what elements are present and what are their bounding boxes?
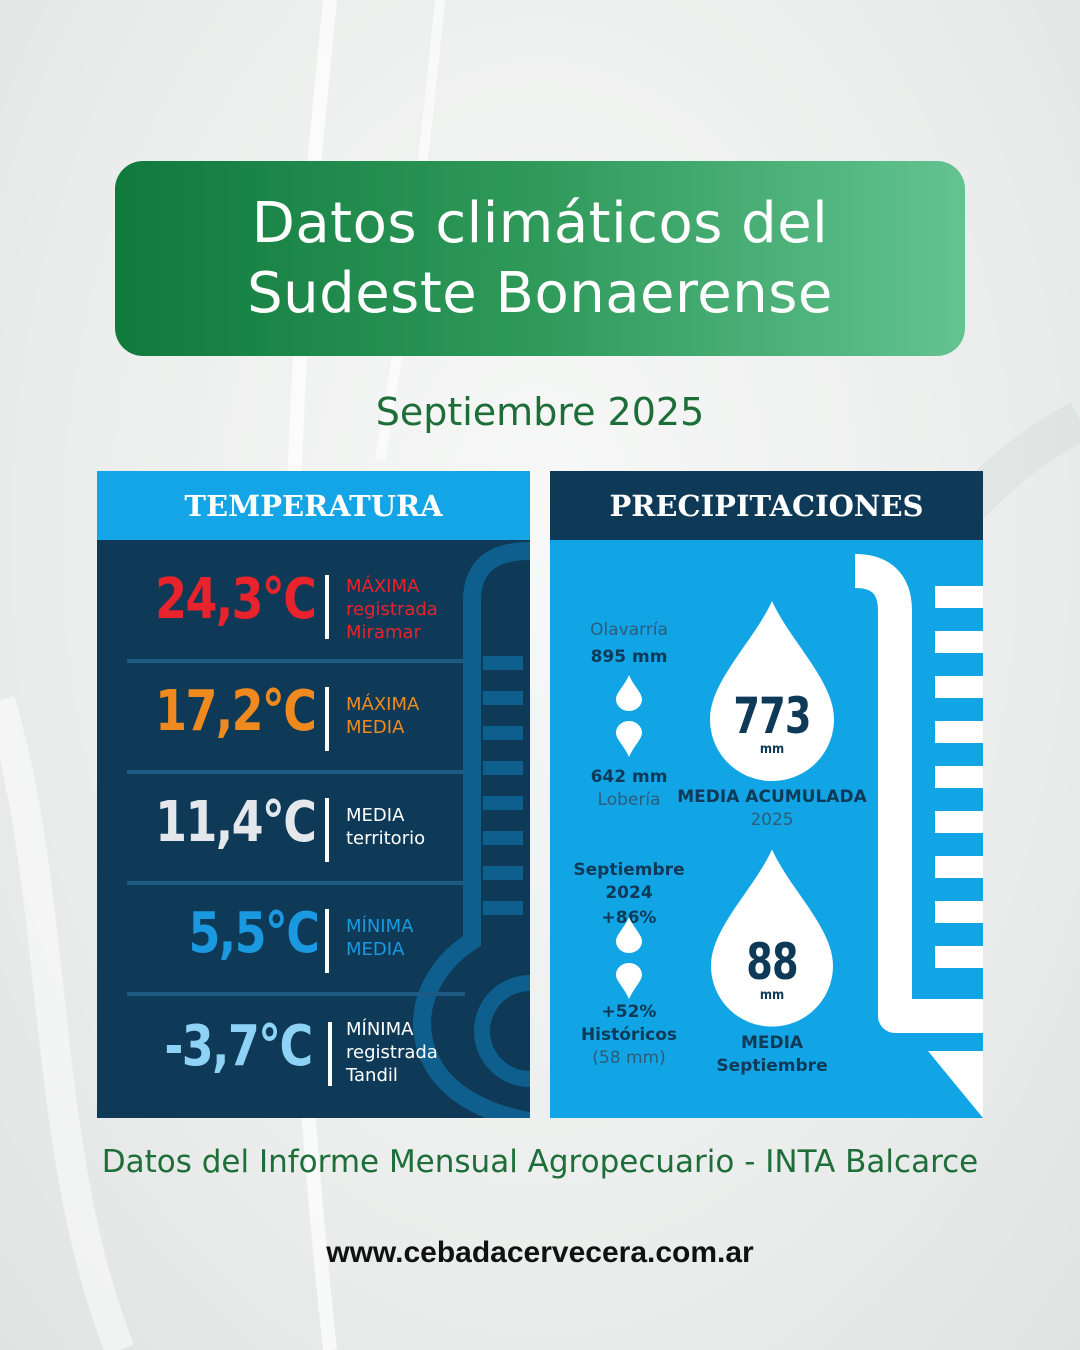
- droplet-inverted-icon: [616, 963, 642, 999]
- temp-row-max-registered: 24,3°C MÁXIMA registrada Miramar: [97, 545, 530, 655]
- temp-label: MÁXIMA registrada Miramar: [346, 575, 438, 644]
- top-station-name: Olavarría: [590, 620, 668, 640]
- bottom-station-name: Lobería: [597, 790, 661, 810]
- temp-label-line: MÁXIMA: [346, 694, 420, 715]
- september-value: 88 mm: [711, 935, 833, 1003]
- september-label-1: MEDIA: [740, 1033, 804, 1053]
- temp-label: MÍNIMA registrada Tandil: [346, 1018, 438, 1087]
- temp-label-line: Miramar: [346, 622, 421, 643]
- droplet-icon: [616, 675, 642, 711]
- precipitation-panel: PRECIPITACIONES Olavarría 895 mm 642 mm …: [550, 471, 983, 1118]
- temp-label-line: MEDIA: [346, 939, 405, 960]
- top-station-value: 895 mm: [590, 647, 668, 667]
- historic-label: Históricos: [580, 1025, 678, 1045]
- divider: [325, 909, 329, 973]
- temp-label-line: MÍNIMA: [346, 916, 414, 937]
- temp-label: MÁXIMA MEDIA: [346, 693, 419, 739]
- precipitation-header: PRECIPITACIONES: [550, 471, 983, 540]
- temperature-header: TEMPERATURA: [97, 471, 530, 540]
- temp-value: 5,5°C: [188, 901, 319, 966]
- title-line-1: Datos climáticos del: [251, 190, 829, 256]
- temp-label-line: MEDIA: [346, 717, 405, 738]
- historic-compare: +52% Históricos (58 mm): [550, 1001, 708, 1070]
- temp-value: 11,4°C: [154, 790, 317, 855]
- temp-label-line: registrada: [346, 1042, 438, 1063]
- top-station: Olavarría 895 mm: [550, 619, 708, 669]
- droplet-icon: [616, 917, 642, 953]
- accumulated-number: 773: [733, 687, 811, 745]
- accumulated-label: MEDIA ACUMULADA 2025: [672, 786, 872, 832]
- divider: [325, 798, 329, 862]
- historic-value: +52%: [601, 1002, 657, 1022]
- september-unit: mm: [759, 988, 785, 1003]
- title-line-2: Sudeste Bonaerense: [247, 260, 833, 326]
- accumulated-year: 2025: [750, 810, 794, 830]
- thermometer-icon: [413, 542, 530, 1118]
- source-note: Datos del Informe Mensual Agropecuario -…: [101, 1144, 979, 1180]
- accumulated-value: 773 mm: [710, 689, 834, 757]
- divider: [328, 1022, 332, 1086]
- bottom-station-value: 642 mm: [590, 767, 668, 787]
- compare-label: Septiembre 2024: [573, 860, 685, 903]
- temp-row-min-registered: -3,7°C MÍNIMA registrada Tandil: [97, 992, 530, 1102]
- temp-label: MEDIA territorio: [346, 804, 425, 850]
- temp-label-line: Tandil: [346, 1065, 398, 1086]
- large-droplet-icon: [711, 849, 833, 1027]
- temp-label-line: registrada: [346, 599, 438, 620]
- temp-row-min-mean: 5,5°C MÍNIMA MEDIA: [97, 879, 530, 989]
- accumulated-unit: mm: [759, 742, 785, 757]
- temp-label-line: territorio: [346, 828, 426, 849]
- temp-label: MÍNIMA MEDIA: [346, 915, 413, 961]
- temp-value: 17,2°C: [154, 679, 317, 744]
- rain-gauge-icon: [854, 554, 983, 1118]
- temp-label-line: MÁXIMA: [346, 576, 420, 597]
- temp-row-mean: 11,4°C MEDIA territorio: [97, 768, 530, 878]
- website-link[interactable]: www.cebadacervecera.com.ar: [326, 1236, 754, 1269]
- temp-label-line: MEDIA: [346, 805, 405, 826]
- accumulated-label-text: MEDIA ACUMULADA: [677, 787, 867, 807]
- historic-note: (58 mm): [592, 1048, 666, 1068]
- september-label: MEDIA Septiembre: [672, 1032, 872, 1078]
- temperature-panel: TEMPERATURA 24,3°C MÁXIMA registrada Mir…: [97, 471, 530, 1118]
- bottom-station: 642 mm Lobería: [550, 766, 708, 812]
- droplet-inverted-icon: [616, 721, 642, 757]
- divider: [325, 575, 329, 639]
- temp-value: 24,3°C: [154, 567, 317, 632]
- large-droplet-icon: [710, 601, 834, 781]
- september-number: 88: [746, 933, 798, 991]
- temp-label-line: MÍNIMA: [346, 1019, 414, 1040]
- period-label: Septiembre 2025: [375, 390, 705, 434]
- title-banner: Datos climáticos del Sudeste Bonaerense: [115, 161, 965, 356]
- temp-value: -3,7°C: [164, 1014, 314, 1079]
- september-label-2: Septiembre: [716, 1056, 828, 1076]
- divider: [325, 687, 329, 751]
- temp-row-max-mean: 17,2°C MÁXIMA MEDIA: [97, 657, 530, 767]
